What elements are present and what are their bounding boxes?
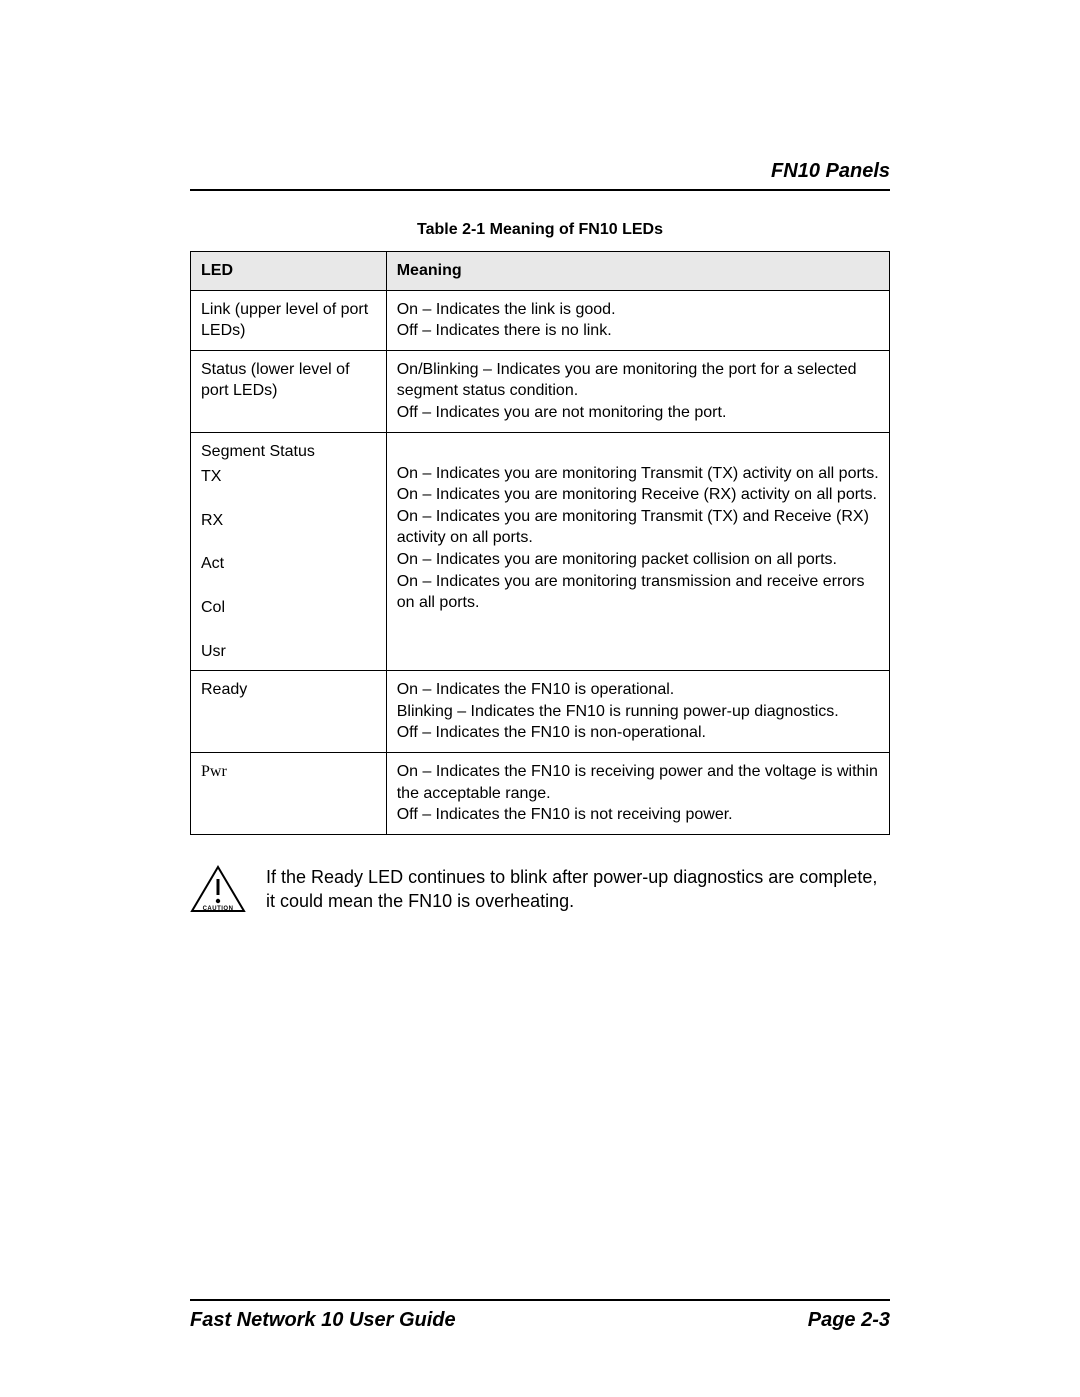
segment-label-rx: RX bbox=[201, 510, 376, 532]
col-header-led: LED bbox=[191, 252, 387, 291]
cell-led: Ready bbox=[191, 671, 387, 753]
meaning-line: On – Indicates the FN10 is receiving pow… bbox=[397, 761, 879, 804]
section-title: FN10 Panels bbox=[190, 160, 890, 189]
header-rule bbox=[190, 189, 890, 191]
table-row: Status (lower level of port LEDs) On/Bli… bbox=[191, 350, 890, 432]
footer-right: Page 2-3 bbox=[808, 1309, 890, 1332]
segment-label-tx: TX bbox=[201, 466, 376, 488]
footer-left: Fast Network 10 User Guide bbox=[190, 1309, 456, 1332]
page-footer: Fast Network 10 User Guide Page 2-3 bbox=[190, 1299, 890, 1332]
meaning-line: On – Indicates you are monitoring packet… bbox=[397, 549, 879, 571]
cell-led: Pwr bbox=[191, 752, 387, 834]
table-caption: Table 2-1 Meaning of FN10 LEDs bbox=[190, 221, 890, 239]
caution-label: CAUTION bbox=[203, 906, 234, 912]
meaning-line: On – Indicates the FN10 is operational. bbox=[397, 679, 879, 701]
table-row: Link (upper level of port LEDs) On – Ind… bbox=[191, 290, 890, 350]
cell-led: Status (lower level of port LEDs) bbox=[191, 350, 387, 432]
cell-meaning: On/Blinking – Indicates you are monitori… bbox=[386, 350, 889, 432]
meaning-line: On – Indicates you are monitoring Transm… bbox=[397, 463, 879, 485]
meaning-line: On/Blinking – Indicates you are monitori… bbox=[397, 359, 879, 402]
cell-meaning: On – Indicates the link is good. Off – I… bbox=[386, 290, 889, 350]
meaning-line: Off – Indicates the FN10 is non-operatio… bbox=[397, 722, 879, 744]
cell-led: Segment Status TX RX Act Col Usr bbox=[191, 432, 387, 671]
meaning-line: Off – Indicates you are not monitoring t… bbox=[397, 402, 879, 424]
segment-label-usr: Usr bbox=[201, 641, 376, 663]
meaning-line: Blinking – Indicates the FN10 is running… bbox=[397, 701, 879, 723]
meaning-line: Off – Indicates there is no link. bbox=[397, 320, 879, 342]
segment-label-act: Act bbox=[201, 553, 376, 575]
col-header-meaning: Meaning bbox=[386, 252, 889, 291]
page: FN10 Panels Table 2-1 Meaning of FN10 LE… bbox=[0, 0, 1080, 1397]
cell-meaning: On – Indicates you are monitoring Transm… bbox=[386, 432, 889, 671]
cell-led: Link (upper level of port LEDs) bbox=[191, 290, 387, 350]
cell-meaning: On – Indicates the FN10 is receiving pow… bbox=[386, 752, 889, 834]
led-table: LED Meaning Link (upper level of port LE… bbox=[190, 251, 890, 835]
meaning-line: On – Indicates you are monitoring Transm… bbox=[397, 506, 879, 549]
table-row: Ready On – Indicates the FN10 is operati… bbox=[191, 671, 890, 753]
table-header-row: LED Meaning bbox=[191, 252, 890, 291]
meaning-line: On – Indicates the link is good. bbox=[397, 299, 879, 321]
caution-icon: CAUTION bbox=[190, 865, 246, 915]
table-row: Pwr On – Indicates the FN10 is receiving… bbox=[191, 752, 890, 834]
meaning-line: On – Indicates you are monitoring Receiv… bbox=[397, 484, 879, 506]
table-row: Segment Status TX RX Act Col Usr On – In… bbox=[191, 432, 890, 671]
segment-status-header: Segment Status bbox=[201, 441, 376, 463]
caution-block: CAUTION If the Ready LED continues to bl… bbox=[190, 865, 890, 915]
page-header: FN10 Panels bbox=[190, 160, 890, 191]
meaning-line: Off – Indicates the FN10 is not receivin… bbox=[397, 804, 879, 826]
segment-label-col: Col bbox=[201, 597, 376, 619]
meaning-line: On – Indicates you are monitoring transm… bbox=[397, 571, 879, 614]
cell-meaning: On – Indicates the FN10 is operational. … bbox=[386, 671, 889, 753]
caution-text: If the Ready LED continues to blink afte… bbox=[266, 865, 890, 914]
